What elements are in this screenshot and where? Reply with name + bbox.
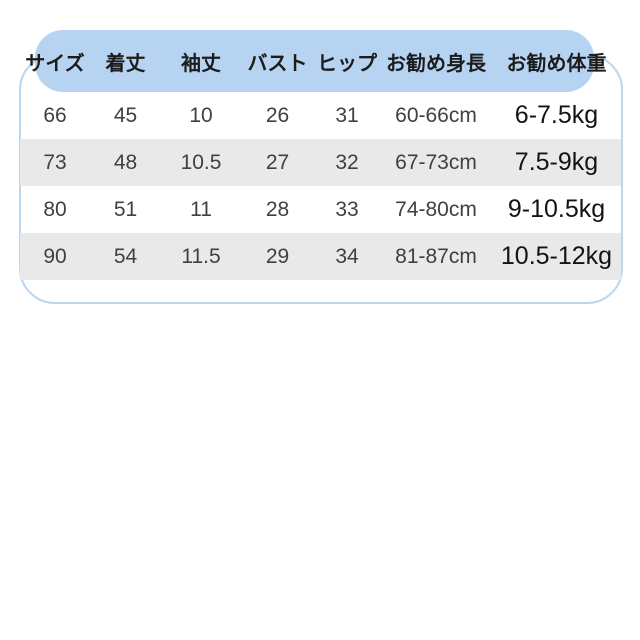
cell-recommended-weight: 9-10.5kg (507, 195, 606, 223)
cell-length: 51 (113, 197, 138, 221)
cell-hip: 31 (335, 103, 359, 127)
col-header-bust: バスト (247, 52, 308, 75)
table-body: 66 45 10 26 31 60-66cm 6-7.5kg 73 48 10.… (20, 92, 621, 280)
cell-sleeve: 10.5 (180, 150, 222, 174)
cell-bust: 28 (265, 197, 290, 221)
cell-hip: 34 (335, 244, 359, 268)
cell-sleeve: 11.5 (181, 244, 221, 268)
cell-hip: 33 (335, 197, 359, 221)
cell-recommended-weight: 7.5-9kg (514, 148, 599, 176)
cell-bust: 29 (265, 244, 290, 268)
table-header-pill (35, 30, 594, 92)
cell-recommended-height: 60-66cm (395, 103, 477, 127)
cell-recommended-height: 74-80cm (395, 197, 477, 221)
cell-size: 66 (43, 103, 67, 127)
cell-length: 45 (113, 103, 138, 127)
size-table: サイズ 着丈 袖丈 バスト ヒップ お勧め身長 お勧め体重 66 45 10 2… (20, 30, 621, 280)
col-header-sleeve: 袖丈 (181, 52, 221, 75)
cell-recommended-height: 81-87cm (395, 244, 477, 268)
cell-sleeve: 10 (189, 103, 213, 127)
cell-size: 73 (43, 150, 67, 174)
col-header-recommended-weight: お勧め体重 (506, 52, 607, 75)
cell-bust: 26 (265, 103, 290, 127)
cell-bust: 27 (265, 150, 290, 174)
table-row: 73 48 10.5 27 32 67-73cm 7.5-9kg (20, 139, 621, 186)
cell-recommended-weight: 10.5-12kg (500, 242, 613, 270)
cell-size: 80 (43, 197, 67, 221)
cell-length: 54 (113, 244, 138, 268)
cell-recommended-height: 67-73cm (395, 150, 477, 174)
cell-recommended-weight: 6-7.5kg (514, 101, 599, 129)
col-header-size: サイズ (25, 52, 85, 75)
table-row: 80 51 11 28 33 74-80cm 9-10.5kg (20, 186, 621, 233)
table-row: 90 54 11.5 29 34 81-87cm 10.5-12kg (20, 233, 621, 280)
cell-length: 48 (113, 150, 138, 174)
cell-sleeve: 11 (190, 197, 212, 221)
col-header-length: 着丈 (105, 52, 146, 75)
cell-size: 90 (43, 244, 67, 268)
col-header-hip: ヒップ (317, 52, 377, 75)
table-header-row: サイズ 着丈 袖丈 バスト ヒップ お勧め身長 お勧め体重 (20, 30, 621, 92)
cell-hip: 32 (335, 150, 359, 174)
table-row: 66 45 10 26 31 60-66cm 6-7.5kg (20, 92, 621, 139)
col-header-recommended-height: お勧め身長 (386, 52, 486, 75)
